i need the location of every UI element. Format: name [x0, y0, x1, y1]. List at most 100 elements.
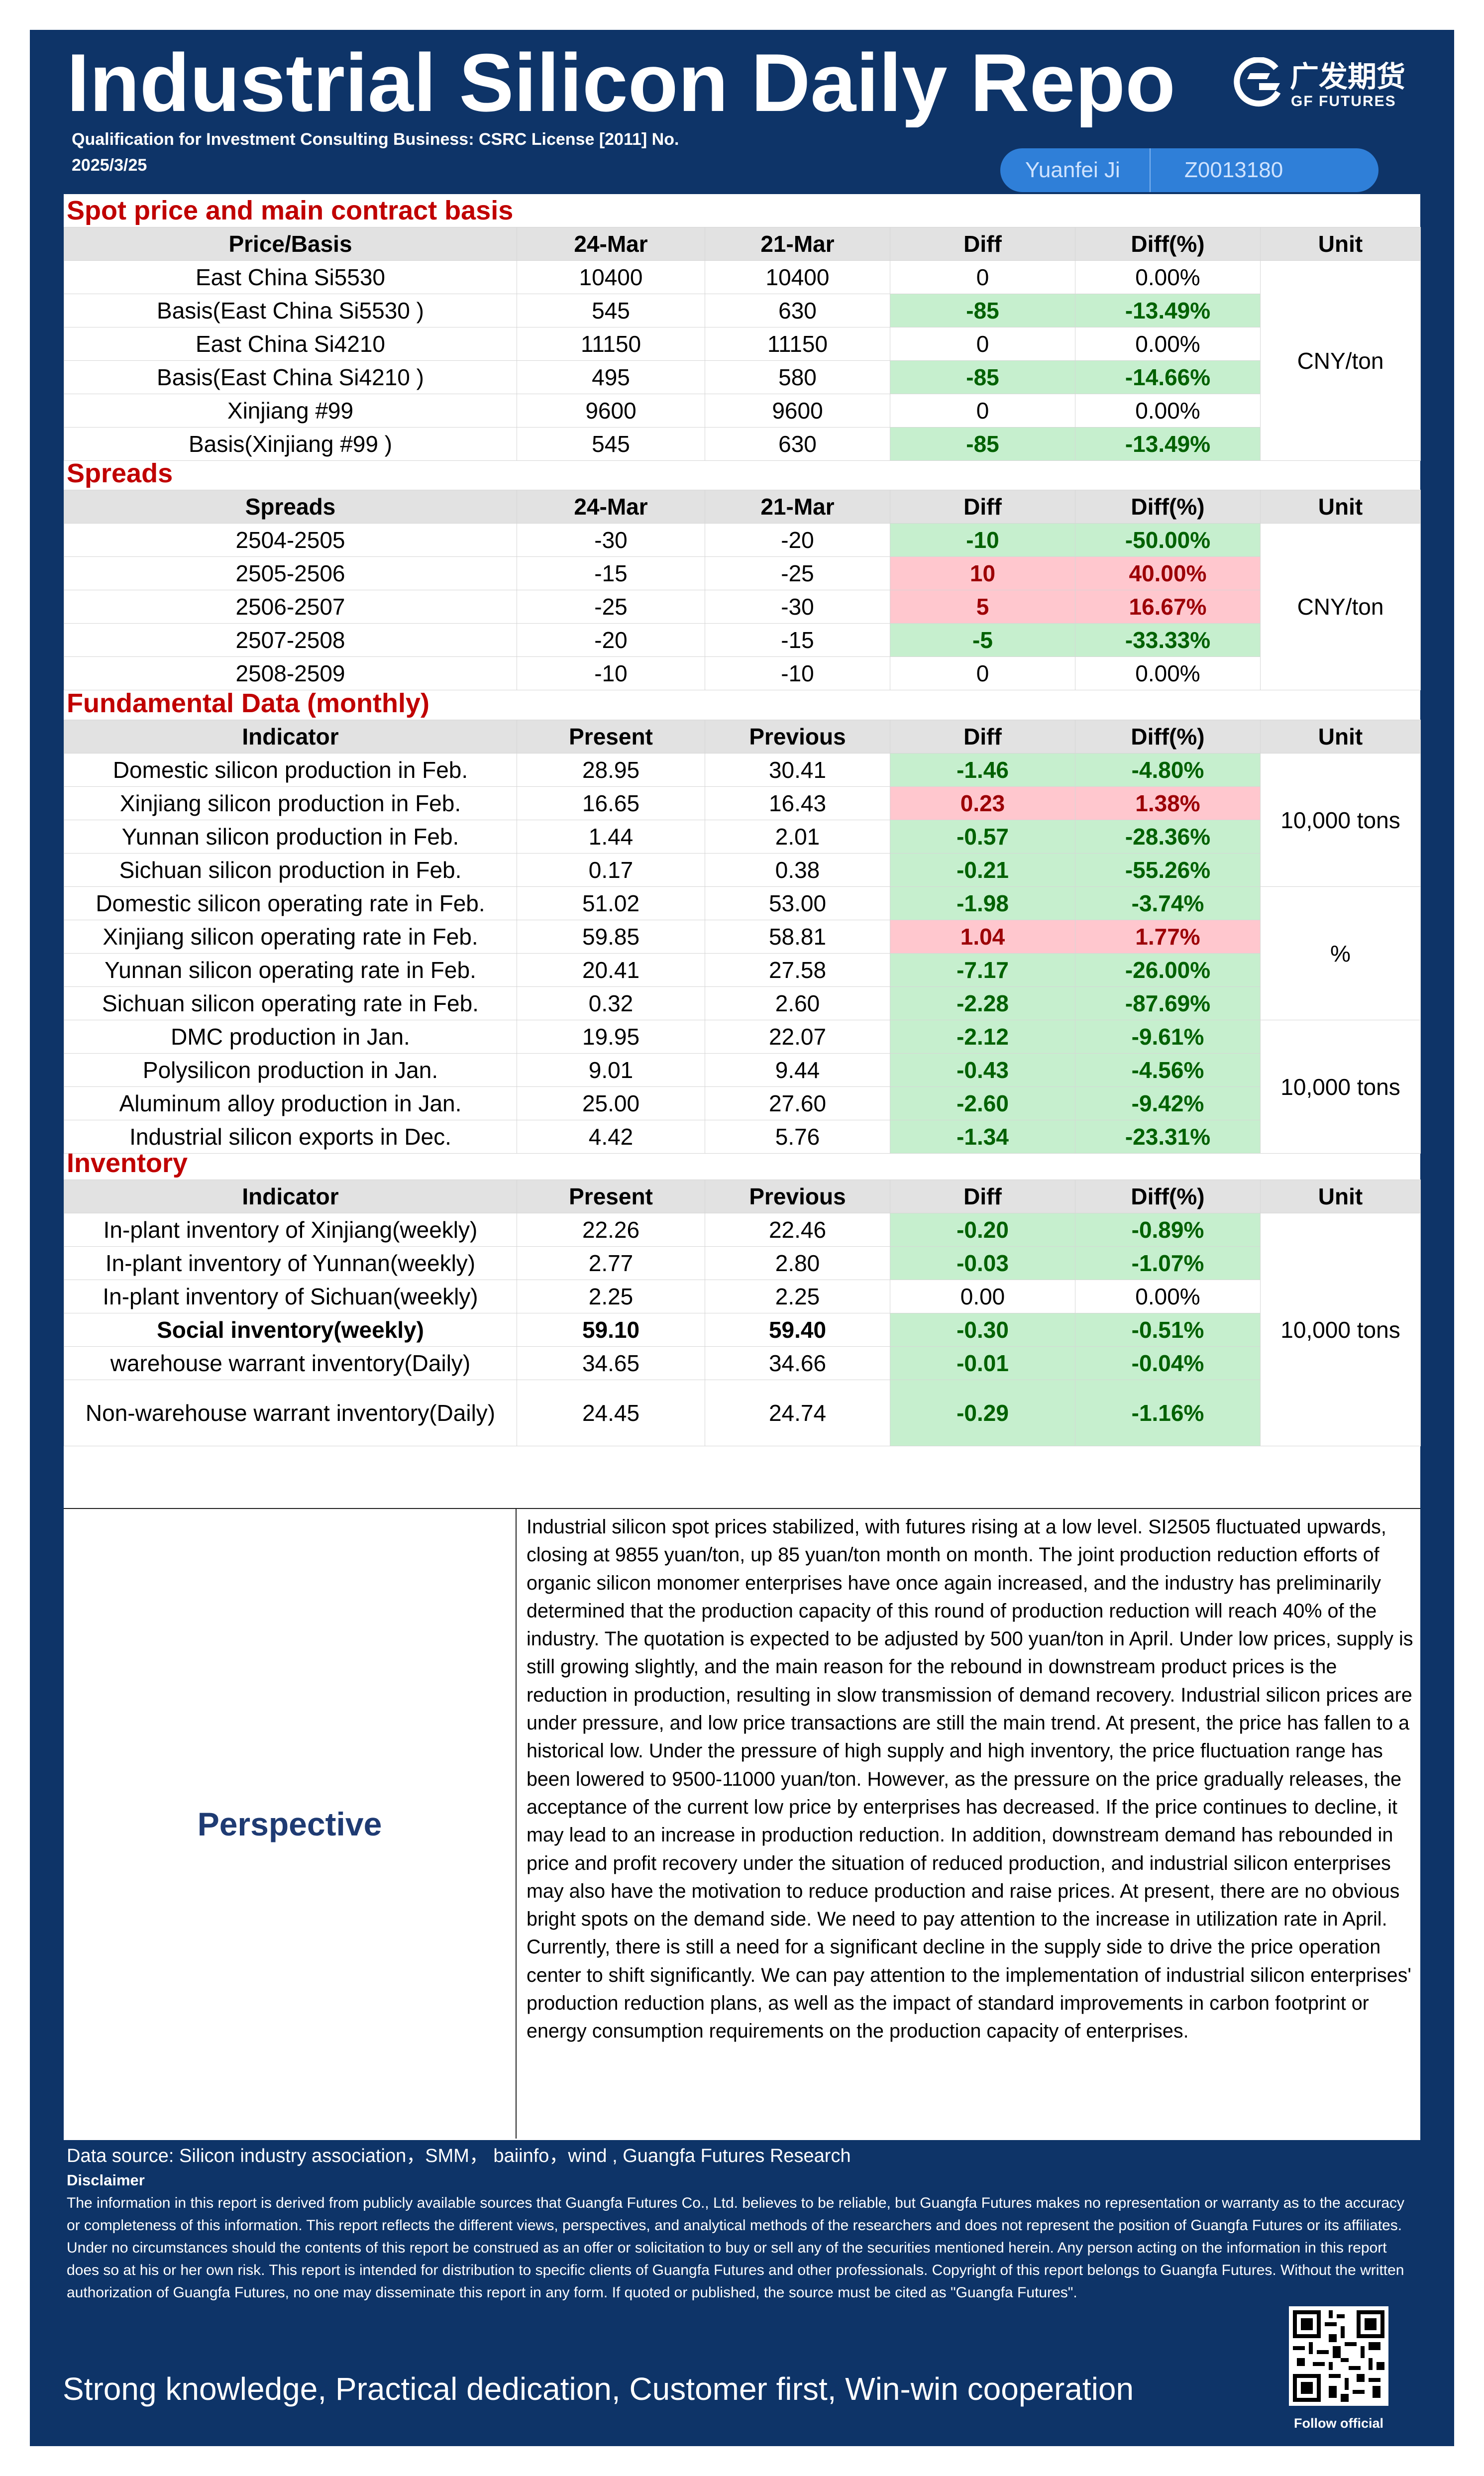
spot-header-row: Price/Basis 24-Mar 21-Mar Diff Diff(%) U… — [64, 227, 1421, 261]
cell-previous: -15 — [705, 623, 890, 657]
spot-table: Price/Basis 24-Mar 21-Mar Diff Diff(%) U… — [64, 227, 1421, 461]
cell-previous: 5.76 — [705, 1120, 890, 1154]
cell-diff: -0.57 — [890, 820, 1075, 854]
row-name: Yunnan silicon production in Feb. — [64, 820, 517, 854]
table-row: Yunnan silicon production in Feb. 1.44 2… — [64, 820, 1421, 854]
row-name: Industrial silicon exports in Dec. — [64, 1120, 517, 1154]
cell-previous: 10400 — [705, 260, 890, 294]
company-slogan: Strong knowledge, Practical dedication, … — [63, 2371, 1134, 2407]
cell-diff: 0 — [890, 260, 1075, 294]
logo-english-text: GF FUTURES — [1291, 93, 1396, 109]
table-row: Xinjiang silicon production in Feb. 16.6… — [64, 786, 1421, 820]
row-name: Xinjiang #99 — [64, 394, 517, 428]
gf-logo-icon — [1234, 57, 1281, 107]
row-name: Basis(East China Si4210 ) — [64, 360, 517, 394]
cell-diff-pct: -13.49% — [1075, 427, 1261, 461]
table-row: Basis(Xinjiang #99 ) 545 630 -85 -13.49% — [64, 427, 1421, 461]
cell-diff: -7.17 — [890, 953, 1075, 987]
cell-diff-pct: 0.00% — [1075, 260, 1261, 294]
cell-diff: -2.60 — [890, 1086, 1075, 1120]
qualification-text: Qualification for Investment Consulting … — [72, 130, 679, 149]
cell-current: -15 — [517, 556, 705, 590]
header-cell: Diff — [890, 1180, 1075, 1213]
report-frame: Industrial Silicon Daily Repo 广发期货 GF FU… — [30, 30, 1454, 2446]
unit-cell: 10,000 tons — [1260, 1020, 1421, 1154]
row-name: Social inventory(weekly) — [64, 1313, 517, 1347]
cell-current: 19.95 — [517, 1020, 705, 1054]
cell-current: 0.17 — [517, 853, 705, 887]
header-cell: Indicator — [64, 720, 517, 754]
cell-previous: 30.41 — [705, 753, 890, 787]
cell-diff: -0.20 — [890, 1213, 1075, 1247]
inventory-table: Indicator Present Previous Diff Diff(%) … — [64, 1180, 1421, 1446]
cell-current: 24.45 — [517, 1380, 705, 1446]
cell-previous: 2.01 — [705, 820, 890, 854]
cell-diff: -0.21 — [890, 853, 1075, 887]
cell-diff-pct: -50.00% — [1075, 523, 1261, 557]
cell-diff: 0 — [890, 327, 1075, 361]
cell-previous: 59.40 — [705, 1313, 890, 1347]
cell-diff: -0.29 — [890, 1380, 1075, 1446]
cell-previous: 27.60 — [705, 1086, 890, 1120]
cell-diff: -85 — [890, 294, 1075, 327]
header-cell: Diff — [890, 227, 1075, 261]
row-name: Aluminum alloy production in Jan. — [64, 1086, 517, 1120]
header-cell: Previous — [705, 1180, 890, 1213]
cell-current: -10 — [517, 656, 705, 690]
cell-diff: 0 — [890, 656, 1075, 690]
analyst-license: Z0013180 — [1184, 158, 1283, 182]
cell-current: 34.65 — [517, 1346, 705, 1380]
logo-chinese-text: 广发期货 — [1290, 61, 1406, 93]
cell-diff-pct: 0.00% — [1075, 327, 1261, 361]
header-cell: Diff(%) — [1075, 490, 1261, 524]
table-row: In-plant inventory of Xinjiang(weekly) 2… — [64, 1213, 1421, 1446]
perspective-box: Perspective Industrial silicon spot pric… — [64, 1508, 1420, 2139]
header-cell: Unit — [1260, 227, 1421, 261]
spot-section-title: Spot price and main contract basis — [67, 196, 514, 225]
cell-previous: -20 — [705, 523, 890, 557]
cell-previous: 580 — [705, 360, 890, 394]
header-cell: Spreads — [64, 490, 517, 524]
fundamental-header-row: Indicator Present Previous Diff Diff(%) … — [64, 720, 1421, 754]
cell-diff-pct: -55.26% — [1075, 853, 1261, 887]
header-cell: Diff — [890, 490, 1075, 524]
inventory-header-row: Indicator Present Previous Diff Diff(%) … — [64, 1180, 1421, 1213]
row-name: DMC production in Jan. — [64, 1020, 517, 1054]
table-row: 2506-2507 -25 -30 5 16.67% — [64, 590, 1421, 624]
cell-diff: -1.98 — [890, 886, 1075, 920]
table-row: Social inventory(weekly) 59.10 59.40 -0.… — [64, 1313, 1421, 1347]
spreads-table: Spreads 24-Mar 21-Mar Diff Diff(%) Unit … — [64, 490, 1421, 690]
header-cell: 21-Mar — [705, 227, 890, 261]
row-name: Polysilicon production in Jan. — [64, 1053, 517, 1087]
header-cell: Diff(%) — [1075, 720, 1261, 754]
row-name: 2506-2507 — [64, 590, 517, 624]
row-name: 2504-2505 — [64, 523, 517, 557]
row-name: 2507-2508 — [64, 623, 517, 657]
row-name: 2508-2509 — [64, 656, 517, 690]
cell-previous: 22.07 — [705, 1020, 890, 1054]
header-cell: Unit — [1260, 1180, 1421, 1213]
table-row: Sichuan silicon production in Feb. 0.17 … — [64, 853, 1421, 887]
cell-current: 28.95 — [517, 753, 705, 787]
cell-diff-pct: -0.51% — [1075, 1313, 1261, 1347]
header-cell: Unit — [1260, 720, 1421, 754]
cell-diff: -2.28 — [890, 986, 1075, 1020]
unit-cell: CNY/ton — [1260, 523, 1421, 690]
cell-current: 10400 — [517, 260, 705, 294]
header-cell: Diff(%) — [1075, 227, 1261, 261]
table-row: 2505-2506 -15 -25 10 40.00% — [64, 556, 1421, 590]
table-row: 2507-2508 -20 -15 -5 -33.33% — [64, 623, 1421, 657]
unit-cell: 10,000 tons — [1260, 753, 1421, 887]
table-row: Domestic silicon production in Feb. 28.9… — [64, 753, 1421, 887]
cell-previous: 630 — [705, 294, 890, 327]
row-name: 2505-2506 — [64, 556, 517, 590]
cell-diff-pct: 16.67% — [1075, 590, 1261, 624]
cell-previous: 16.43 — [705, 786, 890, 820]
cell-previous: 2.25 — [705, 1280, 890, 1313]
cell-diff: 10 — [890, 556, 1075, 590]
fundamental-table: Indicator Present Previous Diff Diff(%) … — [64, 720, 1421, 1154]
cell-diff: -2.12 — [890, 1020, 1075, 1054]
header-cell: Diff(%) — [1075, 1180, 1261, 1213]
cell-diff: -5 — [890, 623, 1075, 657]
spreads-header-row: Spreads 24-Mar 21-Mar Diff Diff(%) Unit — [64, 490, 1421, 524]
